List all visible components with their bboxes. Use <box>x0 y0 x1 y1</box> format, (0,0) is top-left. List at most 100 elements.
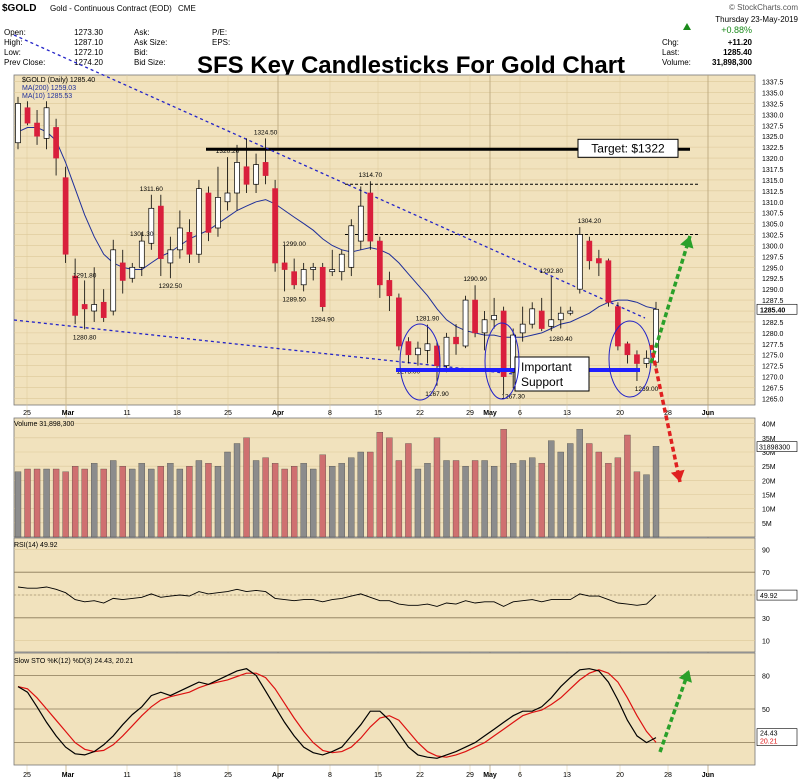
price-annotation: 1280.80 <box>73 334 97 341</box>
volume-bar <box>110 460 117 538</box>
price-annotation: 1301.30 <box>130 231 154 238</box>
x-tick-label: Mar <box>62 410 75 417</box>
volume-bar <box>195 460 203 538</box>
x-tick-label: 29 <box>466 410 474 417</box>
candle-body <box>643 357 650 364</box>
candle-body <box>72 275 78 316</box>
stochastic-legend: Slow STO %K(12) %D(3) 24.43, 20.21 <box>14 658 133 665</box>
support-label-line-1: Important <box>521 360 572 374</box>
x-tick-label: 18 <box>173 410 181 417</box>
candle-body <box>272 188 278 264</box>
volume-bar <box>567 443 574 538</box>
stochastic-k-line <box>17 668 657 759</box>
candle-body <box>586 240 593 262</box>
price-annotation: 1292.80 <box>540 268 564 275</box>
volume-panel: 40M 35M 30M 25M 20M 15M 10M 5M Volume 31,898,300… <box>13 417 798 538</box>
x-tick-label: 25 <box>23 410 31 417</box>
highlight-ellipse <box>399 323 441 401</box>
volume-bar <box>33 468 41 538</box>
stochastic-panel: 80 50 20 Slow STO %K(12) %D(3) 24.43, 20.21… <box>13 652 798 779</box>
volume-bar <box>243 437 250 538</box>
candle-body <box>557 312 564 321</box>
price-tick-label: 1277.5 <box>762 342 784 349</box>
x-tick-label: 8 <box>328 410 332 417</box>
candle-body <box>519 323 526 334</box>
green-stochastic-arrow-shaft <box>658 669 691 753</box>
x-tick-label: 22 <box>416 772 424 779</box>
volume-bar <box>519 460 526 538</box>
volume-bar <box>595 451 603 538</box>
volume-tick-label: 20M <box>762 478 776 485</box>
last-price-label: 1285.40 <box>760 307 785 314</box>
candle-body <box>243 166 250 185</box>
candle-body <box>300 269 307 286</box>
volume-bar <box>376 432 384 538</box>
stat-label: Last: <box>662 48 679 57</box>
volume-last-label: 31898300 <box>759 445 790 452</box>
volume-bar <box>490 466 498 538</box>
price-tick-label: 1287.5 <box>762 298 784 305</box>
volume-bar <box>148 468 155 538</box>
volume-bar <box>81 468 88 538</box>
volume-bar <box>424 463 431 538</box>
quote-label: Low: <box>4 48 21 57</box>
candle-body <box>319 266 326 308</box>
volume-bar <box>167 463 174 538</box>
price-tick-label: 1282.5 <box>762 320 784 327</box>
legend-entry: MA(200) 1259.03 <box>22 85 76 92</box>
volume-bar <box>129 468 136 538</box>
candle-body <box>405 341 412 356</box>
candle-body <box>538 310 545 329</box>
price-annotation: 1284.90 <box>311 316 335 323</box>
candle-body <box>167 249 174 264</box>
price-annotation: 1299.00 <box>282 241 306 248</box>
price-tick-label: 1322.5 <box>762 145 784 152</box>
volume-bar <box>119 466 126 538</box>
candle-body <box>234 162 240 194</box>
candle-body <box>338 253 345 273</box>
stat-value: 31,898,300 <box>712 58 753 67</box>
price-annotation: 1324.50 <box>254 129 278 136</box>
candle-body <box>177 227 183 251</box>
volume-bar <box>329 466 336 538</box>
candle-body <box>24 107 31 124</box>
candle-body <box>291 271 297 286</box>
x-tick-label: 8 <box>328 772 332 779</box>
stat-label: Chg: <box>662 38 679 47</box>
volume-bar <box>338 463 345 538</box>
price-tick-label: 1300.0 <box>762 243 784 250</box>
header-stats: Chg: +11.20 Last: 1285.40 Volume: 31,898,300 <box>662 38 753 67</box>
volume-bar <box>262 457 269 538</box>
price-tick-label: 1272.5 <box>762 364 784 371</box>
volume-bar <box>91 463 98 538</box>
rsi-tick-label: 30 <box>762 616 770 623</box>
candle-body <box>100 301 107 318</box>
candle-body <box>491 315 497 321</box>
legend-entry: MA(10) 1285.53 <box>22 93 72 100</box>
quote-label: Open: <box>4 28 26 37</box>
price-tick-label: 1327.5 <box>762 123 784 130</box>
candle-body <box>548 319 555 327</box>
candle-body <box>634 354 640 364</box>
stochastic-d-last: 20.21 <box>760 739 778 746</box>
x-tick-label: Jun <box>702 772 714 779</box>
quote-value: 1274.20 <box>74 58 103 67</box>
volume-bar <box>643 474 650 538</box>
volume-bar <box>414 468 422 538</box>
x-tick-label: 29 <box>466 772 474 779</box>
rsi-last-label: 49.92 <box>760 593 778 600</box>
target-label-box <box>577 138 679 158</box>
volume-bar <box>529 457 536 538</box>
price-annotation: 1291.80 <box>73 272 97 279</box>
candle-body <box>34 122 40 137</box>
volume-bar <box>138 463 145 538</box>
x-tick-label: 15 <box>374 410 382 417</box>
highlight-ellipse <box>484 322 520 400</box>
price-tick-label: 1305.0 <box>762 222 784 229</box>
volume-bar <box>481 460 488 538</box>
quote-label: P/E: <box>212 28 227 37</box>
red-down-arrow-head <box>670 469 685 482</box>
x-tick-label: 11 <box>123 410 130 417</box>
candle-body <box>196 188 202 255</box>
